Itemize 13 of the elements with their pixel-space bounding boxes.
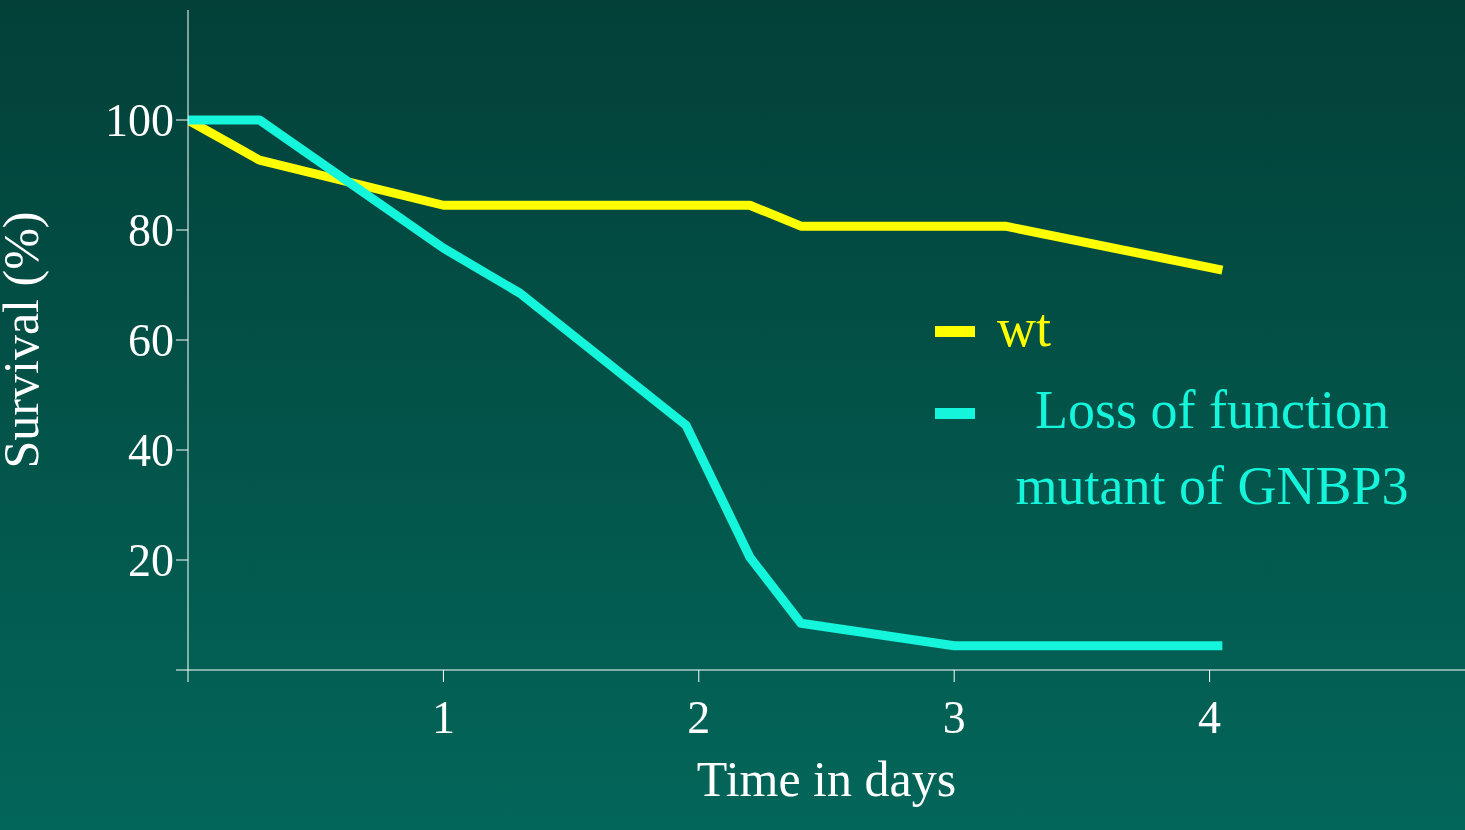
x-tick-label: 1 <box>431 691 455 743</box>
y-tick-label: 100 <box>105 95 174 147</box>
x-tick-label: 4 <box>1198 691 1222 743</box>
y-tick-label: 20 <box>128 535 174 587</box>
y-tick-label: 40 <box>128 425 174 477</box>
y-tick-label: 60 <box>128 315 174 367</box>
y-axis-title: Survival (%) <box>0 211 49 469</box>
legend-label: wt <box>997 297 1051 360</box>
x-tick-label: 3 <box>942 691 966 743</box>
x-tick-label: 2 <box>687 691 711 743</box>
legend-label: Loss of function mutant of GNBP3 <box>1014 379 1410 518</box>
x-axis-title: Time in days <box>696 751 957 807</box>
y-tick-label: 80 <box>128 205 174 257</box>
